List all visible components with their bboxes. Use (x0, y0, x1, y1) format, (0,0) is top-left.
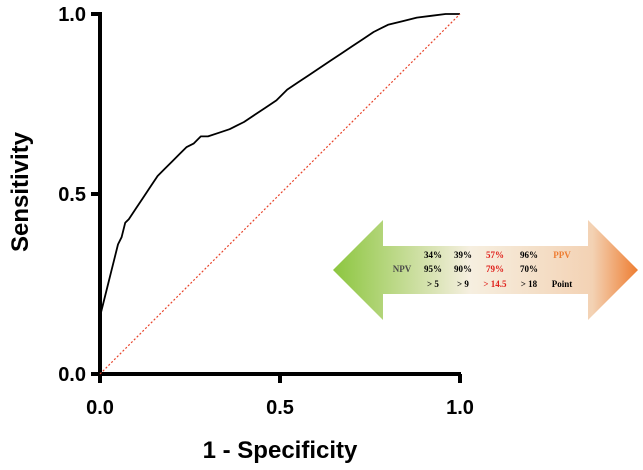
ppv-npv-arrow: 34% 39% 57% 96% PPV NPV 95% 90% 79% 70% > 5 > 9 > 14… (333, 220, 638, 320)
arrow-cell: > 18 (521, 279, 538, 289)
arrow-cell: 79% (486, 264, 504, 274)
y-tick-label: 1.0 (58, 4, 86, 26)
arrow-cell: > 9 (457, 279, 469, 289)
y-axis-title: Sensitivity (7, 131, 34, 252)
arrow-cell: 70% (520, 264, 538, 274)
arrow-cell: 95% (424, 264, 442, 274)
reference-diagonal-line (99, 13, 461, 375)
roc-curve-line (99, 13, 460, 374)
x-axis-title: 1 - Specificity (203, 437, 358, 464)
axis-ticks: 0.0 0.5 1.0 0.0 0.5 1.0 (58, 4, 474, 419)
arrow-cell: 39% (454, 250, 472, 260)
npv-label: NPV (393, 264, 412, 274)
arrow-cell: > 5 (427, 279, 439, 289)
arrow-cell: 34% (424, 250, 442, 260)
arrow-cell: 57% (486, 250, 504, 260)
arrow-cell: 90% (454, 264, 472, 274)
double-arrow-shape (333, 220, 638, 320)
series-group (99, 13, 461, 375)
ppv-label: PPV (553, 250, 571, 260)
point-label: Point (552, 279, 573, 289)
x-tick-label: 0.5 (266, 397, 294, 419)
arrow-cell: > 14.5 (483, 279, 507, 289)
y-tick-label: 0.5 (58, 184, 86, 206)
y-tick-label: 0.0 (58, 364, 86, 386)
x-tick-label: 0.0 (86, 397, 114, 419)
arrow-cell: 96% (520, 250, 538, 260)
x-tick-label: 1.0 (446, 397, 474, 419)
